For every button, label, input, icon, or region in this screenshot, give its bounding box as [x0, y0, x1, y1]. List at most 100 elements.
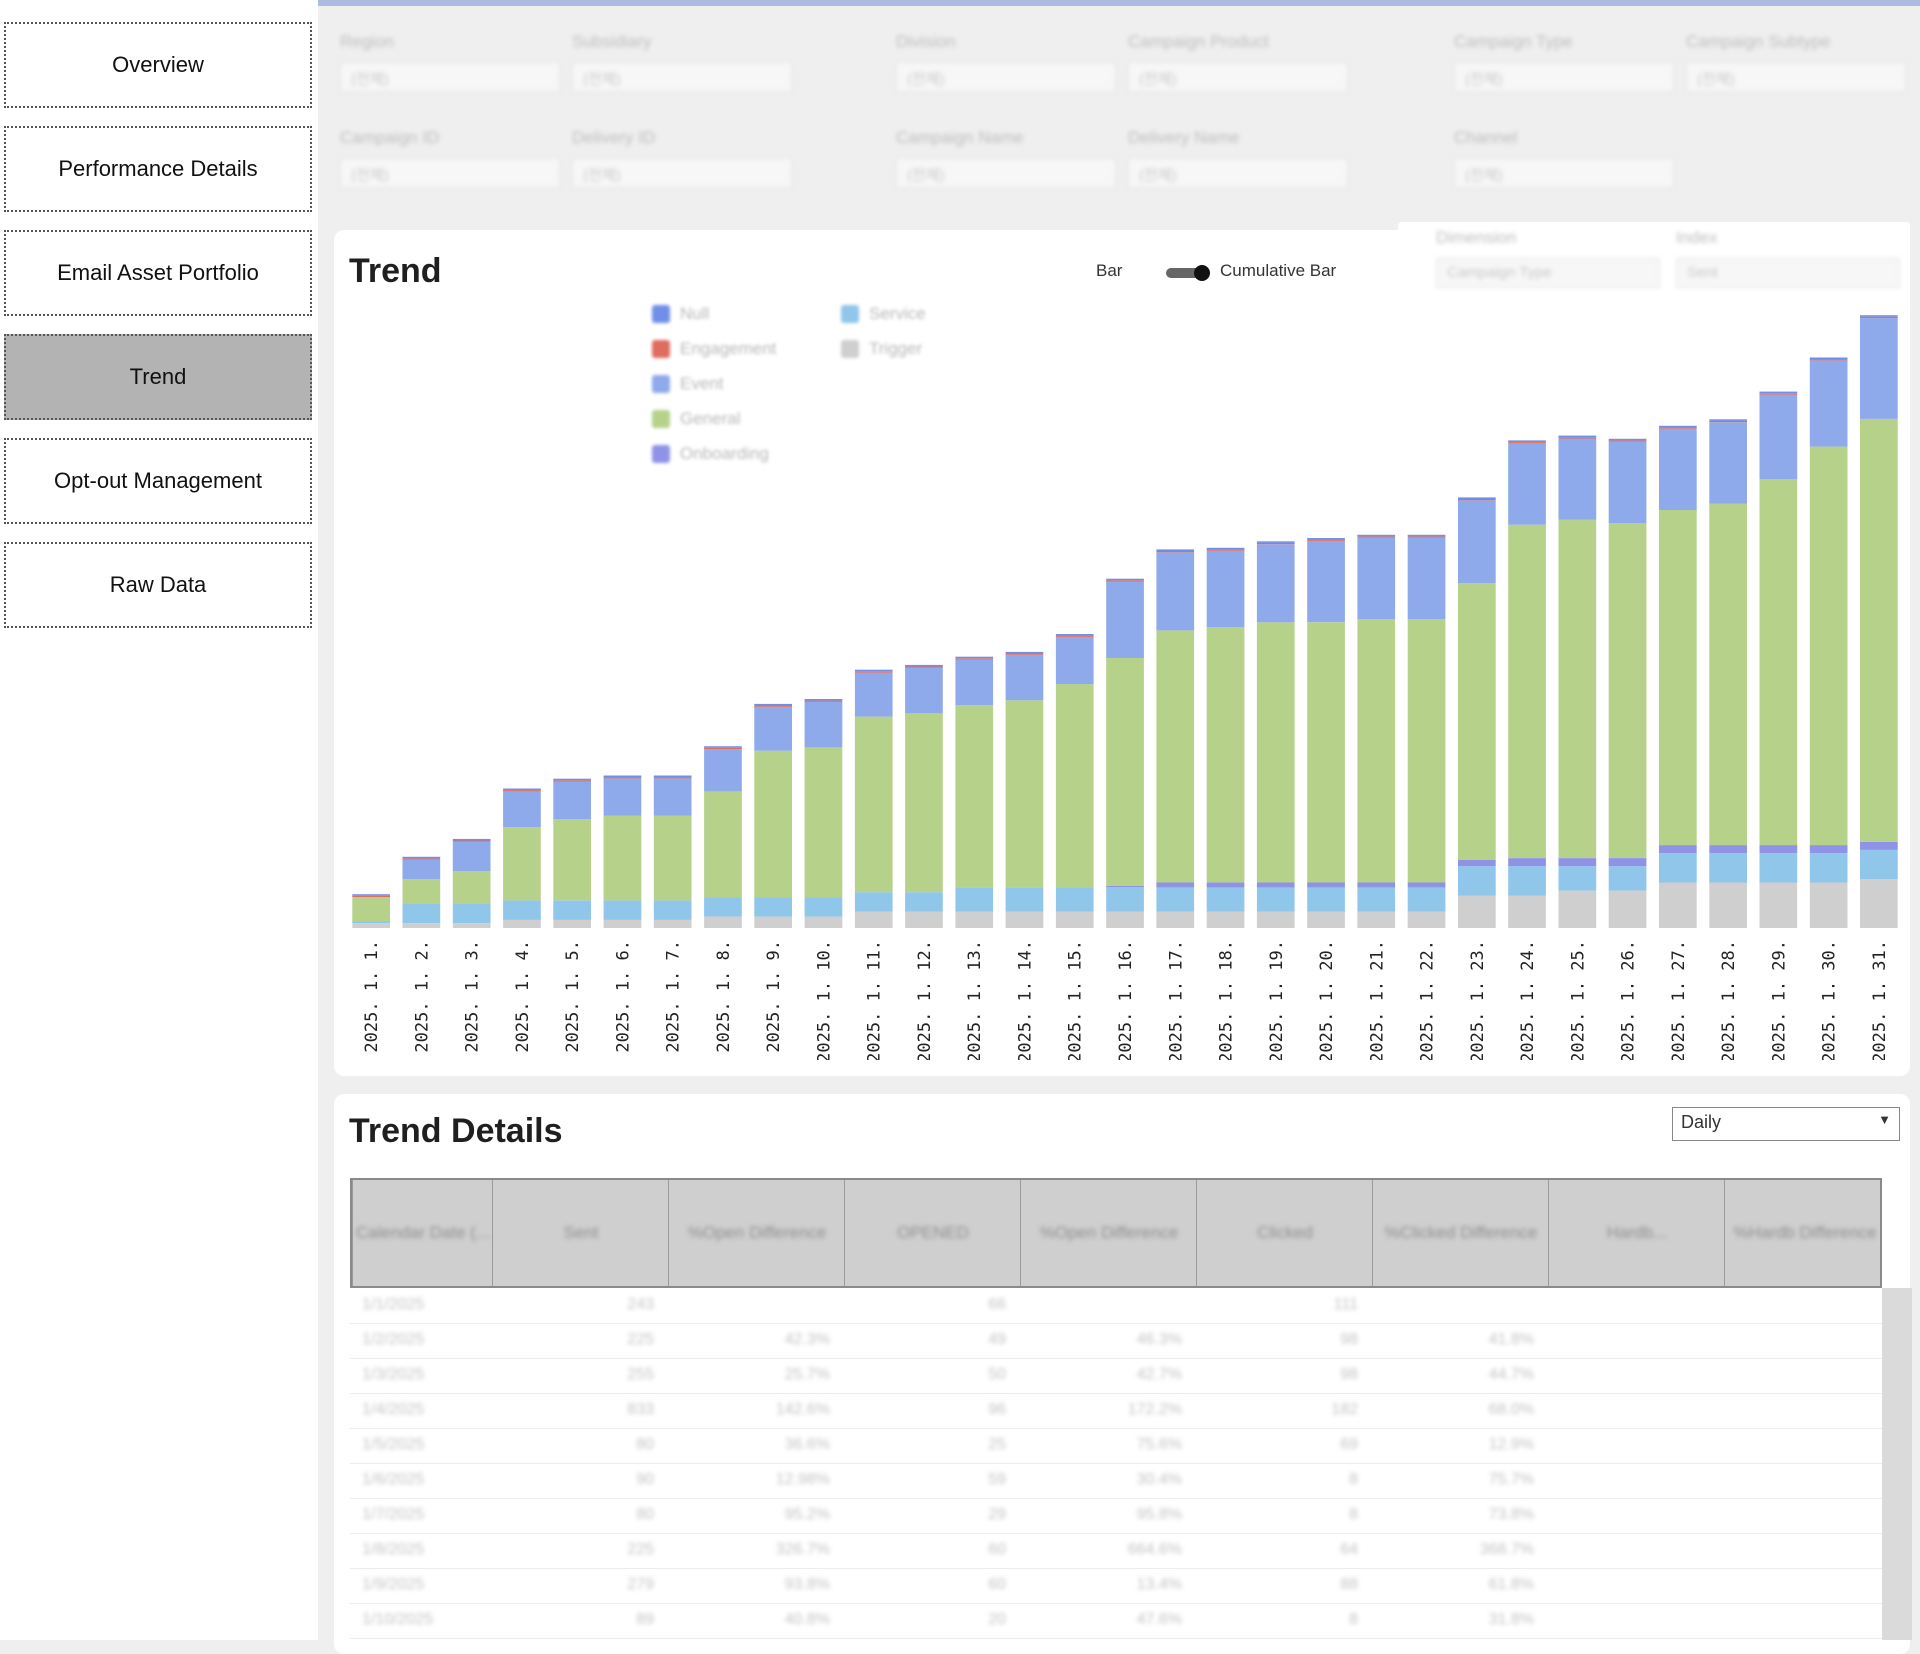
bar-segment-service[interactable] [1809, 853, 1848, 883]
bar-segment-service[interactable] [1055, 887, 1094, 912]
filter-dropdown[interactable]: (전체) [1128, 158, 1348, 188]
bar-segment-trigger[interactable] [905, 911, 943, 928]
bar-segment-engagement[interactable] [352, 895, 390, 898]
bar-segment-event[interactable] [804, 701, 843, 748]
bar-segment-null[interactable] [503, 788, 541, 791]
bar-segment-general[interactable] [653, 815, 692, 901]
bar-segment-event[interactable] [1709, 422, 1747, 504]
bar-segment-general[interactable] [1759, 479, 1798, 845]
bar-segment-general[interactable] [352, 897, 390, 922]
bar-segment-general[interactable] [402, 879, 441, 904]
toggle-knob[interactable] [1194, 265, 1210, 281]
bar-segment-null[interactable] [905, 664, 943, 667]
bar-segment-engagement[interactable] [1860, 316, 1898, 319]
bar-segment-service[interactable] [1558, 866, 1597, 891]
bar-segment-onboarding[interactable] [1206, 882, 1245, 888]
bar-segment-null[interactable] [1860, 315, 1898, 317]
filter-dropdown[interactable]: (전체) [340, 62, 560, 92]
bar-segment-engagement[interactable] [1709, 420, 1747, 423]
bar-segment-onboarding[interactable] [1558, 858, 1597, 867]
bar-segment-null[interactable] [1558, 435, 1597, 438]
bar-segment-general[interactable] [1659, 510, 1697, 845]
bar-segment-onboarding[interactable] [1357, 882, 1396, 888]
bar-segment-trigger[interactable] [854, 911, 893, 928]
bar-segment-onboarding[interactable] [1106, 885, 1144, 888]
bar-segment-null[interactable] [1458, 497, 1496, 499]
filter-dropdown[interactable]: (전체) [340, 158, 560, 188]
bar-segment-event[interactable] [1558, 438, 1597, 520]
bar-segment-general[interactable] [1055, 684, 1094, 888]
bar-segment-general[interactable] [1558, 519, 1597, 859]
bar-segment-event[interactable] [704, 749, 742, 792]
bar-segment-trigger[interactable] [1156, 911, 1195, 928]
bar-segment-service[interactable] [402, 903, 441, 924]
bar-segment-engagement[interactable] [1357, 536, 1396, 538]
bar-segment-service[interactable] [553, 900, 591, 920]
bar-segment-onboarding[interactable] [1608, 858, 1647, 867]
bar-segment-engagement[interactable] [1055, 635, 1094, 637]
bar-segment-event[interactable] [1256, 544, 1295, 623]
bar-segment-trigger[interactable] [955, 911, 994, 928]
bar-segment-event[interactable] [1106, 581, 1144, 658]
bar-segment-null[interactable] [854, 669, 893, 672]
bar-segment-general[interactable] [1005, 700, 1044, 888]
bar-segment-general[interactable] [955, 705, 994, 888]
bar-segment-general[interactable] [1256, 622, 1295, 883]
dimension-dropdown[interactable]: Campaign Type [1436, 258, 1660, 288]
filter-delivery-id[interactable]: Delivery ID (전체) [572, 128, 792, 188]
bar-segment-onboarding[interactable] [1508, 858, 1546, 867]
bar-segment-trigger[interactable] [1106, 911, 1144, 928]
bar-segment-general[interactable] [1106, 658, 1144, 886]
bar-segment-general[interactable] [1809, 446, 1848, 845]
nav-performance-details-button[interactable]: Performance Details [4, 126, 312, 212]
bar-segment-engagement[interactable] [955, 658, 994, 660]
bar-segment-null[interactable] [1357, 534, 1396, 537]
column-header[interactable]: %Clicked Difference [1372, 1180, 1549, 1286]
bar-segment-null[interactable] [653, 775, 692, 778]
nav-email-asset-portfolio-button[interactable]: Email Asset Portfolio [4, 230, 312, 316]
table-row[interactable]: 1/3/2025 255 25.7% 50 42.7% 98 44.7% [350, 1358, 1882, 1394]
bar-segment-null[interactable] [1407, 534, 1446, 537]
bar-segment-onboarding[interactable] [1307, 882, 1345, 888]
bar-segment-engagement[interactable] [1256, 542, 1295, 545]
column-header[interactable]: Calendar Date (... [352, 1180, 493, 1286]
filter-channel[interactable]: Channel (전체) [1454, 128, 1674, 188]
bar-segment-event[interactable] [1508, 443, 1546, 525]
bar-segment-trigger[interactable] [352, 923, 390, 928]
bar-segment-engagement[interactable] [553, 780, 591, 782]
bar-segment-service[interactable] [905, 892, 943, 912]
legend-item-service[interactable]: Service [841, 304, 926, 324]
bar-segment-engagement[interactable] [653, 777, 692, 779]
bar-segment-null[interactable] [1809, 357, 1848, 360]
bar-segment-trigger[interactable] [1759, 882, 1798, 929]
dimension-selector[interactable]: Dimension Campaign Type [1436, 228, 1660, 288]
bar-segment-null[interactable] [704, 746, 742, 748]
bar-segment-event[interactable] [1860, 318, 1898, 419]
bar-segment-trigger[interactable] [653, 919, 692, 928]
bar-segment-trigger[interactable] [1206, 911, 1245, 928]
bar-segment-trigger[interactable] [1005, 911, 1044, 928]
bar-segment-event[interactable] [1659, 428, 1697, 510]
bar-segment-engagement[interactable] [452, 840, 491, 842]
bar-segment-service[interactable] [1106, 887, 1144, 912]
bar-segment-service[interactable] [1759, 853, 1798, 883]
table-row[interactable]: 1/1/2025 243 66 111 [350, 1288, 1882, 1324]
filter-campaign-subtype[interactable]: Campaign Subtype (전체) [1686, 32, 1906, 92]
bar-segment-general[interactable] [503, 827, 541, 901]
bar-segment-event[interactable] [1307, 540, 1345, 623]
table-row[interactable]: 1/6/2025 90 12.98% 59 30.4% 8 75.7% [350, 1463, 1882, 1499]
bar-segment-trigger[interactable] [1659, 882, 1697, 929]
bar-segment-null[interactable] [1106, 578, 1144, 581]
bar-segment-null[interactable] [603, 775, 642, 778]
bar-segment-onboarding[interactable] [1709, 845, 1747, 854]
period-select[interactable]: Daily ▼ [1672, 1107, 1900, 1141]
bar-segment-trigger[interactable] [503, 919, 541, 928]
bar-segment-general[interactable] [804, 747, 843, 898]
bar-segment-null[interactable] [1608, 438, 1647, 441]
filter-dropdown[interactable]: (전체) [1686, 62, 1906, 92]
filter-dropdown[interactable]: (전체) [1454, 62, 1674, 92]
bar-segment-general[interactable] [1407, 619, 1446, 883]
bar-segment-general[interactable] [1458, 583, 1496, 860]
bar-segment-general[interactable] [1608, 523, 1647, 858]
bar-segment-service[interactable] [1307, 887, 1345, 912]
